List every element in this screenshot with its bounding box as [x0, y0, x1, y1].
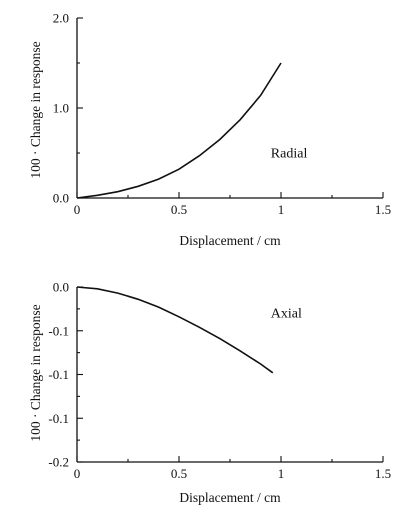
x-tick-label: 0.5 — [171, 466, 187, 481]
curve-annotation: Radial — [271, 147, 308, 162]
y-tick-label: -0.1 — [48, 323, 69, 338]
series-line — [76, 62, 282, 199]
y-tick-label: 2.0 — [53, 11, 69, 26]
x-tick-label: 0.5 — [171, 202, 187, 217]
series-line — [76, 286, 274, 374]
y-axis-label: 100 · Change in response — [28, 304, 43, 441]
radial-chart: 100 · Change in response Displacement / … — [28, 11, 391, 249]
x-tick-label: 0 — [74, 466, 81, 481]
axial-chart: 100 · Change in response Displacement / … — [28, 280, 391, 506]
x-tick-label: 1 — [278, 202, 285, 217]
y-tick-label: 0.0 — [53, 191, 69, 206]
x-tick-label: 1.5 — [375, 466, 391, 481]
y-tick-label: -0.2 — [48, 455, 69, 470]
y-tick-label: 0.0 — [53, 280, 69, 295]
y-tick-label: -0.1 — [48, 367, 69, 382]
x-tick-label: 1 — [278, 466, 285, 481]
y-tick-label: 1.0 — [53, 101, 69, 116]
y-axis-label: 100 · Change in response — [28, 41, 43, 178]
x-axis-label: Displacement / cm — [179, 490, 281, 505]
x-axis-label: Displacement / cm — [179, 233, 281, 248]
x-tick-label: 0 — [74, 202, 81, 217]
y-tick-label: -0.1 — [48, 411, 69, 426]
curve-annotation: Axial — [271, 307, 302, 322]
x-tick-label: 1.5 — [375, 202, 391, 217]
